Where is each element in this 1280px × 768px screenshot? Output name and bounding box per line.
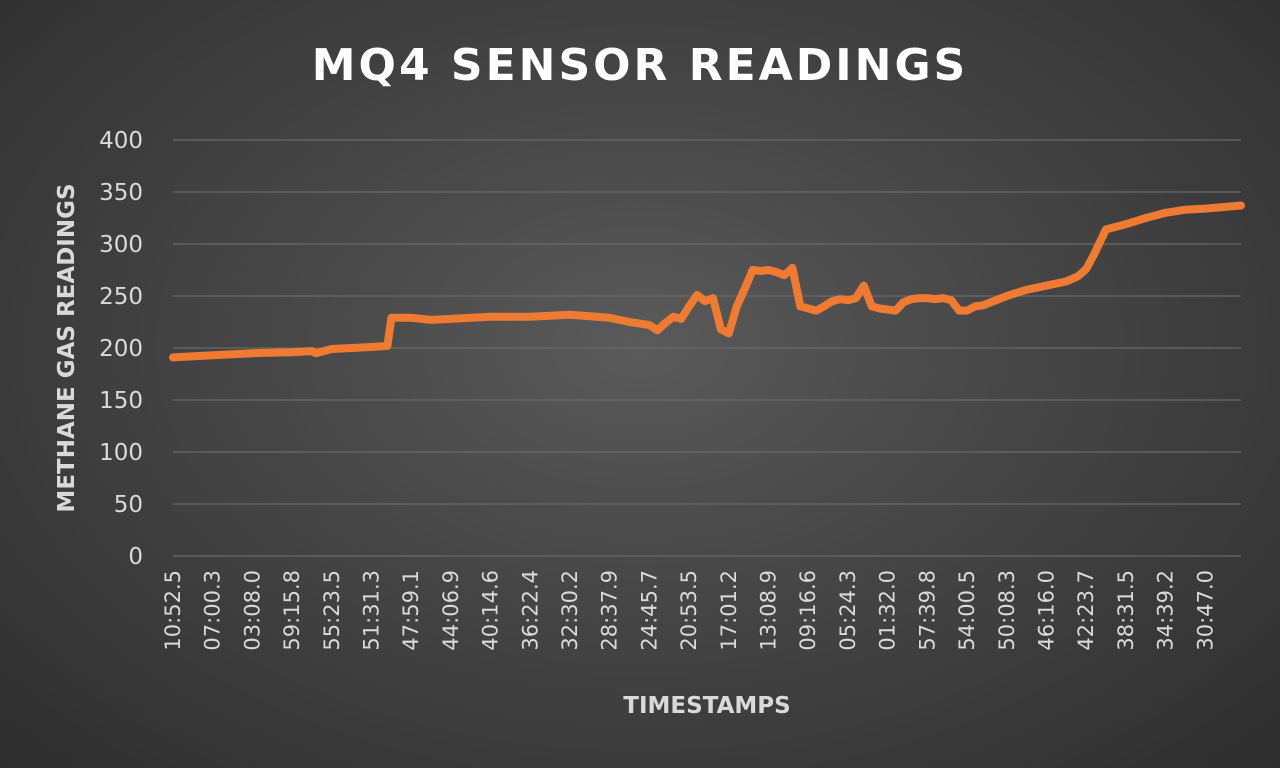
y-tick-label: 350 bbox=[99, 180, 143, 206]
x-tick-label: 55:23.5 bbox=[320, 570, 344, 651]
x-tick-label: 20:53.5 bbox=[677, 570, 701, 651]
x-axis-title: TIMESTAMPS bbox=[623, 693, 790, 719]
x-tick-label: 03:08.0 bbox=[240, 570, 264, 651]
y-tick-label: 200 bbox=[99, 336, 143, 362]
x-tick-label: 17:01.2 bbox=[717, 570, 741, 651]
x-tick-label: 28:37.9 bbox=[598, 570, 622, 651]
x-tick-label: 09:16.6 bbox=[796, 570, 820, 651]
y-axis-title: METHANE GAS READINGS bbox=[54, 183, 80, 512]
x-tick-label: 30:47.0 bbox=[1193, 570, 1217, 651]
x-tick-label: 36:22.4 bbox=[518, 570, 542, 651]
x-tick-label: 13:08.9 bbox=[757, 570, 781, 651]
x-tick-label: 42:23.7 bbox=[1074, 570, 1098, 651]
x-tick-label: 57:39.8 bbox=[915, 570, 939, 651]
x-tick-label: 34:39.2 bbox=[1154, 570, 1178, 651]
x-tick-label: 24:45.7 bbox=[637, 570, 661, 651]
x-axis-ticks: 10:52.5 07:00.3 03:08.0 59:15.8 55:23.5 51:31… bbox=[161, 570, 1217, 651]
x-tick-label: 40:14.6 bbox=[479, 570, 503, 651]
x-tick-label: 44:06.9 bbox=[439, 570, 463, 651]
series-layer bbox=[169, 201, 1245, 362]
x-tick-label: 50:08.3 bbox=[995, 570, 1019, 651]
y-tick-label: 400 bbox=[99, 128, 143, 154]
x-tick-label: 07:00.3 bbox=[201, 570, 225, 651]
x-tick-label: 01:32.0 bbox=[876, 570, 900, 651]
x-tick-label: 51:31.3 bbox=[360, 570, 384, 651]
x-tick-label: 59:15.8 bbox=[280, 570, 304, 651]
y-tick-label: 300 bbox=[99, 232, 143, 258]
x-tick-label: 46:16.0 bbox=[1034, 570, 1058, 651]
y-tick-label: 150 bbox=[99, 388, 143, 414]
x-tick-label: 54:00.5 bbox=[955, 570, 979, 651]
y-axis-ticks: 0 50 100 150 200 250 300 350 400 bbox=[99, 128, 143, 570]
series-line bbox=[169, 201, 1245, 362]
x-tick-label: 38:31.5 bbox=[1114, 570, 1138, 651]
x-tick-label: 32:30.2 bbox=[558, 570, 582, 651]
y-tick-label: 50 bbox=[114, 492, 143, 518]
x-tick-label: 05:24.3 bbox=[836, 570, 860, 651]
y-tick-label: 0 bbox=[128, 544, 143, 570]
y-tick-label: 250 bbox=[99, 284, 143, 310]
x-tick-label: 10:52.5 bbox=[161, 570, 185, 651]
x-tick-label: 47:59.1 bbox=[399, 570, 423, 651]
y-tick-label: 100 bbox=[99, 440, 143, 466]
chart-title: MQ4 SENSOR READINGS bbox=[312, 40, 969, 91]
